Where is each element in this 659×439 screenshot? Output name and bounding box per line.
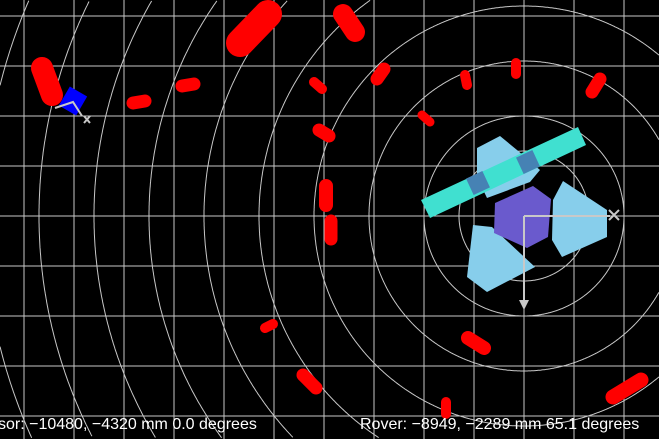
obstacle (585, 72, 607, 99)
obstacle (417, 110, 435, 127)
range-ring (93, 0, 156, 438)
obstacle (260, 319, 278, 333)
arrow-down-icon (519, 300, 529, 310)
panel-joint (466, 171, 490, 195)
x-cross-icon (608, 209, 620, 221)
obstacle (175, 77, 201, 93)
obstacle (226, 0, 282, 57)
obstacle (605, 372, 649, 405)
sensor-robot[interactable] (54, 86, 91, 124)
rover[interactable] (421, 127, 620, 310)
obstacle (460, 70, 472, 90)
obstacles (31, 0, 649, 419)
obstacle (126, 94, 152, 110)
obstacle (312, 123, 336, 143)
range-ring (458, 150, 590, 282)
sensor-status: sor: −10480, −4320 mm 0.0 degrees (0, 416, 257, 433)
obstacle (370, 62, 391, 86)
range-ring (0, 0, 33, 438)
obstacle (31, 57, 63, 106)
rover-status: Rover: −8949, −2289 mm 65.1 degrees (360, 416, 640, 433)
range-ring (313, 5, 659, 427)
obstacle (309, 77, 327, 94)
sensor-axes (54, 100, 83, 117)
solar-panel (421, 127, 586, 218)
range-ring (203, 0, 294, 438)
rover-wheel-left (467, 225, 535, 292)
obstacle (461, 331, 491, 355)
x-cross-icon (83, 115, 91, 124)
range-ring (38, 1, 93, 437)
range-ring (368, 60, 659, 372)
panel-joint (516, 150, 540, 174)
rover-body (494, 186, 551, 248)
rover-wheel-right (552, 181, 607, 257)
range-ring (148, 0, 222, 439)
obstacle (333, 4, 365, 42)
obstacle (296, 368, 323, 395)
